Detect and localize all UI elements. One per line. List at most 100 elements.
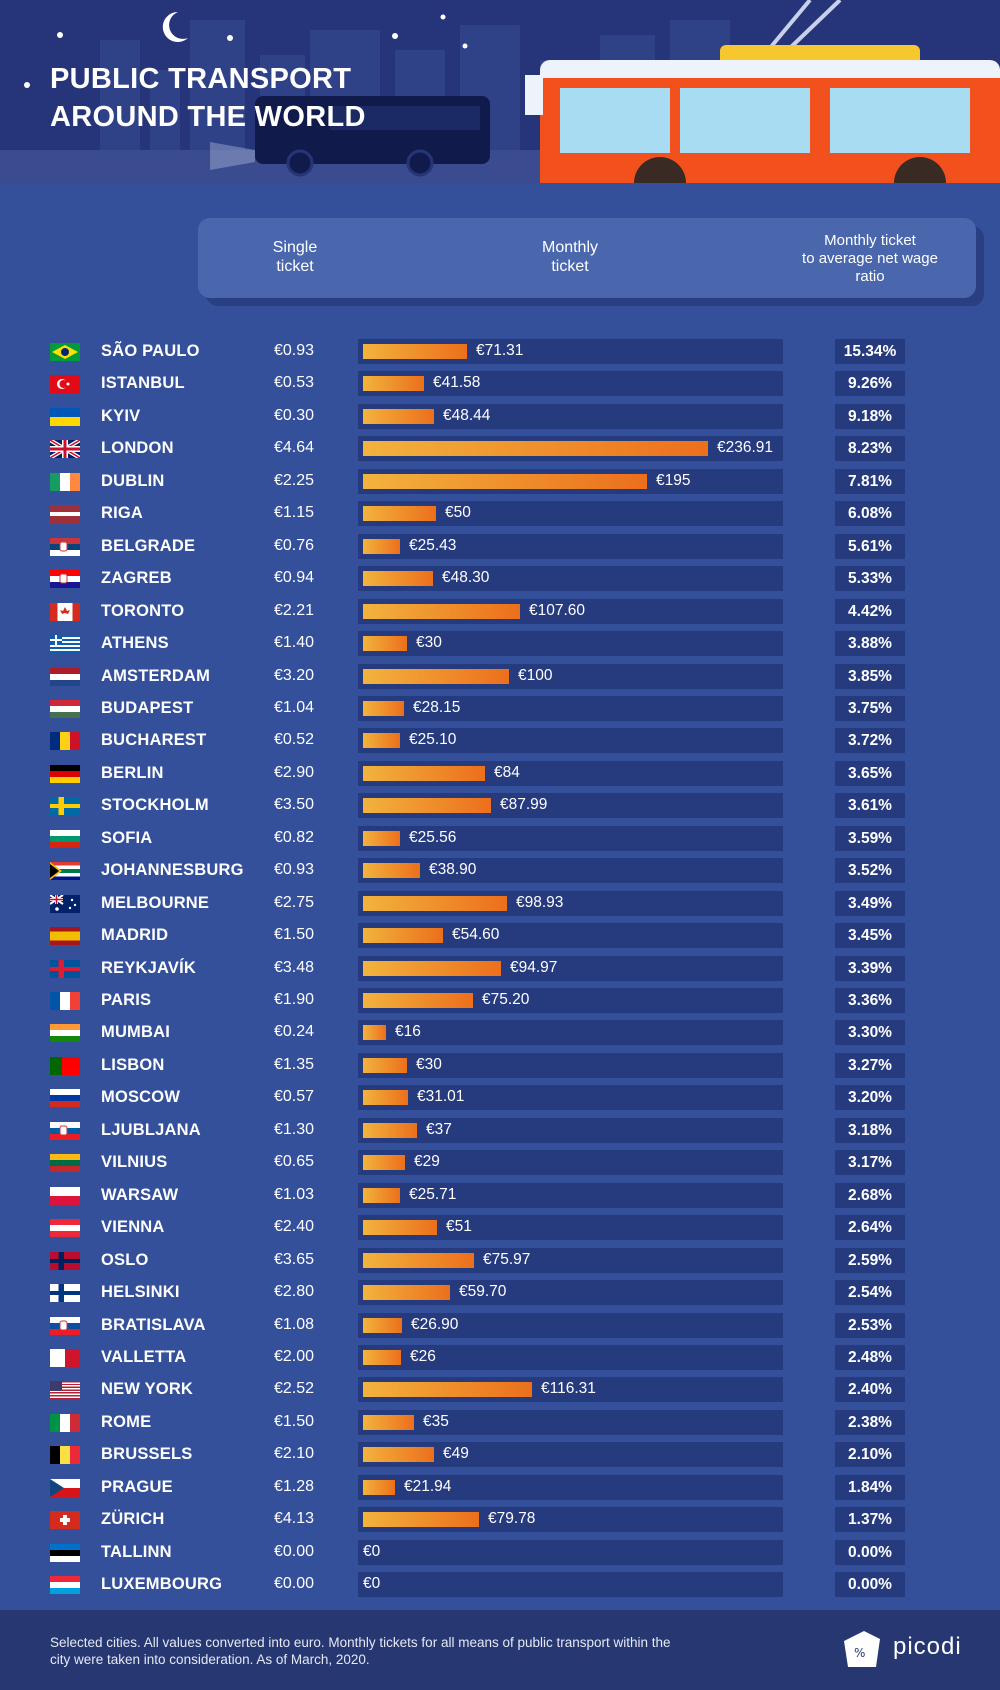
france-flag-icon (50, 992, 80, 1010)
monthly-value-label: €100 (518, 666, 553, 684)
monthly-bar-track: €94.97 (358, 955, 783, 981)
monthly-bar-track: €0 (358, 1539, 783, 1565)
monthly-bar (363, 1414, 414, 1430)
single-ticket-price: €0.82 (274, 828, 315, 846)
table-row: ATHENS €1.40 €30 3.88% (0, 628, 1000, 660)
monthly-value-label: €30 (416, 634, 442, 652)
monthly-bar-track: €25.43 (358, 533, 783, 559)
wage-ratio-value: 3.20% (835, 1085, 905, 1111)
wage-ratio-value: 3.39% (835, 955, 905, 981)
city-name: MUMBAI (101, 1023, 171, 1042)
monthly-bar (363, 960, 501, 976)
monthly-bar-track: €25.71 (358, 1182, 783, 1208)
monthly-bar (363, 1447, 434, 1463)
single-ticket-price: €2.25 (274, 471, 315, 489)
table-row: TALLINN €0.00 €0 0.00% (0, 1537, 1000, 1569)
wage-ratio-value: 2.68% (835, 1182, 905, 1208)
india-flag-icon (50, 1024, 80, 1043)
city-name: ZÜRICH (101, 1510, 165, 1529)
monthly-value-label: €94.97 (510, 958, 558, 976)
wage-ratio-value: 6.08% (835, 501, 905, 527)
wage-ratio-value: 3.65% (835, 760, 905, 786)
monthly-ticket-header: Monthly ticket (541, 239, 599, 275)
footer (0, 1610, 1000, 1690)
city-name: LONDON (101, 439, 174, 458)
wage-ratio-value: 2.48% (835, 1344, 905, 1370)
serbia-flag-icon (50, 537, 80, 556)
wage-ratio-value: 3.75% (835, 695, 905, 721)
city-name: PRAGUE (101, 1477, 173, 1496)
luxembourg-flag-icon (50, 1576, 80, 1595)
city-name: WARSAW (101, 1185, 179, 1204)
monthly-value-label: €107.60 (529, 601, 586, 619)
slovakia-flag-icon (50, 1316, 80, 1335)
table-row: VILNIUS €0.65 €29 3.17% (0, 1147, 1000, 1179)
wage-ratio-value: 3.85% (835, 663, 905, 689)
monthly-bar-track: €54.60 (358, 923, 783, 949)
brazil-flag-icon (50, 343, 80, 361)
monthly-bar-track: €75.97 (358, 1247, 783, 1273)
city-name: VIENNA (101, 1218, 165, 1237)
monthly-bar-track: €25.56 (358, 825, 783, 851)
city-name: ISTANBUL (101, 374, 185, 393)
monthly-bar (363, 506, 436, 522)
sweden-flag-icon (50, 797, 80, 816)
wage-ratio-value: 3.88% (835, 631, 905, 657)
monthly-bar (363, 408, 434, 424)
monthly-value-label: €16 (395, 1023, 421, 1041)
single-ticket-price: €3.65 (274, 1250, 315, 1268)
monthly-bar (363, 538, 400, 554)
monthly-bar-track: €236.91 (358, 436, 783, 462)
wage-ratio-value: 5.61% (835, 533, 905, 559)
single-ticket-price: €0.65 (274, 1153, 315, 1171)
monthly-bar-track: €100 (358, 663, 783, 689)
monthly-value-label: €0 (363, 1575, 381, 1593)
city-name: VALLETTA (101, 1347, 187, 1366)
wage-ratio-value: 15.34% (835, 339, 905, 364)
monthly-value-label: €59.70 (459, 1283, 507, 1301)
city-name: LISBON (101, 1055, 165, 1074)
city-name: TALLINN (101, 1542, 172, 1561)
monthly-bar (363, 1122, 417, 1138)
table-row: LJUBLJANA €1.30 €37 3.18% (0, 1115, 1000, 1147)
monthly-value-label: €41.58 (433, 374, 481, 392)
wage-ratio-value: 1.84% (835, 1474, 905, 1500)
city-name: AMSTERDAM (101, 666, 211, 685)
monthly-value-label: €48.44 (443, 406, 491, 424)
monthly-value-label: €29 (414, 1153, 440, 1171)
city-name: BRATISLAVA (101, 1315, 206, 1334)
single-ticket-price: €1.35 (274, 1055, 315, 1073)
single-ticket-price: €0.24 (274, 1023, 315, 1041)
monthly-value-label: €31.01 (417, 1088, 465, 1106)
table-row: TORONTO €2.21 €107.60 4.42% (0, 596, 1000, 628)
monthly-bar-track: €87.99 (358, 793, 783, 819)
single-ticket-price: €1.50 (274, 926, 315, 944)
latvia-flag-icon (50, 505, 80, 524)
city-name: SOFIA (101, 828, 153, 847)
australia-flag-icon (50, 894, 80, 913)
wage-ratio-value: 3.72% (835, 728, 905, 754)
table-row: BRATISLAVA €1.08 €26.90 2.53% (0, 1310, 1000, 1342)
monthly-bar (363, 1025, 386, 1041)
austria-flag-icon (50, 1219, 80, 1238)
bulgaria-flag-icon (50, 829, 80, 848)
monthly-bar (363, 993, 473, 1008)
spain-flag-icon (50, 927, 80, 946)
single-ticket-price: €2.40 (274, 1218, 315, 1236)
brand-name: picodi (893, 1633, 962, 1660)
city-name: BERLIN (101, 763, 164, 782)
monthly-value-label: €75.97 (483, 1250, 531, 1268)
monthly-bar (363, 798, 491, 814)
monthly-value-label: €84 (494, 763, 520, 781)
table-row: SOFIA €0.82 €25.56 3.59% (0, 823, 1000, 855)
single-ticket-price: €1.30 (274, 1120, 315, 1138)
single-ticket-price: €0.00 (274, 1542, 315, 1560)
monthly-bar-track: €50 (358, 501, 783, 527)
monthly-bar-track: €98.93 (358, 890, 783, 916)
table-row: REYKJAVÍK €3.48 €94.97 3.39% (0, 953, 1000, 985)
single-ticket-price: €1.28 (274, 1477, 315, 1495)
table-row: BELGRADE €0.76 €25.43 5.61% (0, 531, 1000, 563)
canada-flag-icon (50, 602, 80, 621)
table-row: STOCKHOLM €3.50 €87.99 3.61% (0, 790, 1000, 822)
monthly-value-label: €195 (656, 471, 691, 489)
